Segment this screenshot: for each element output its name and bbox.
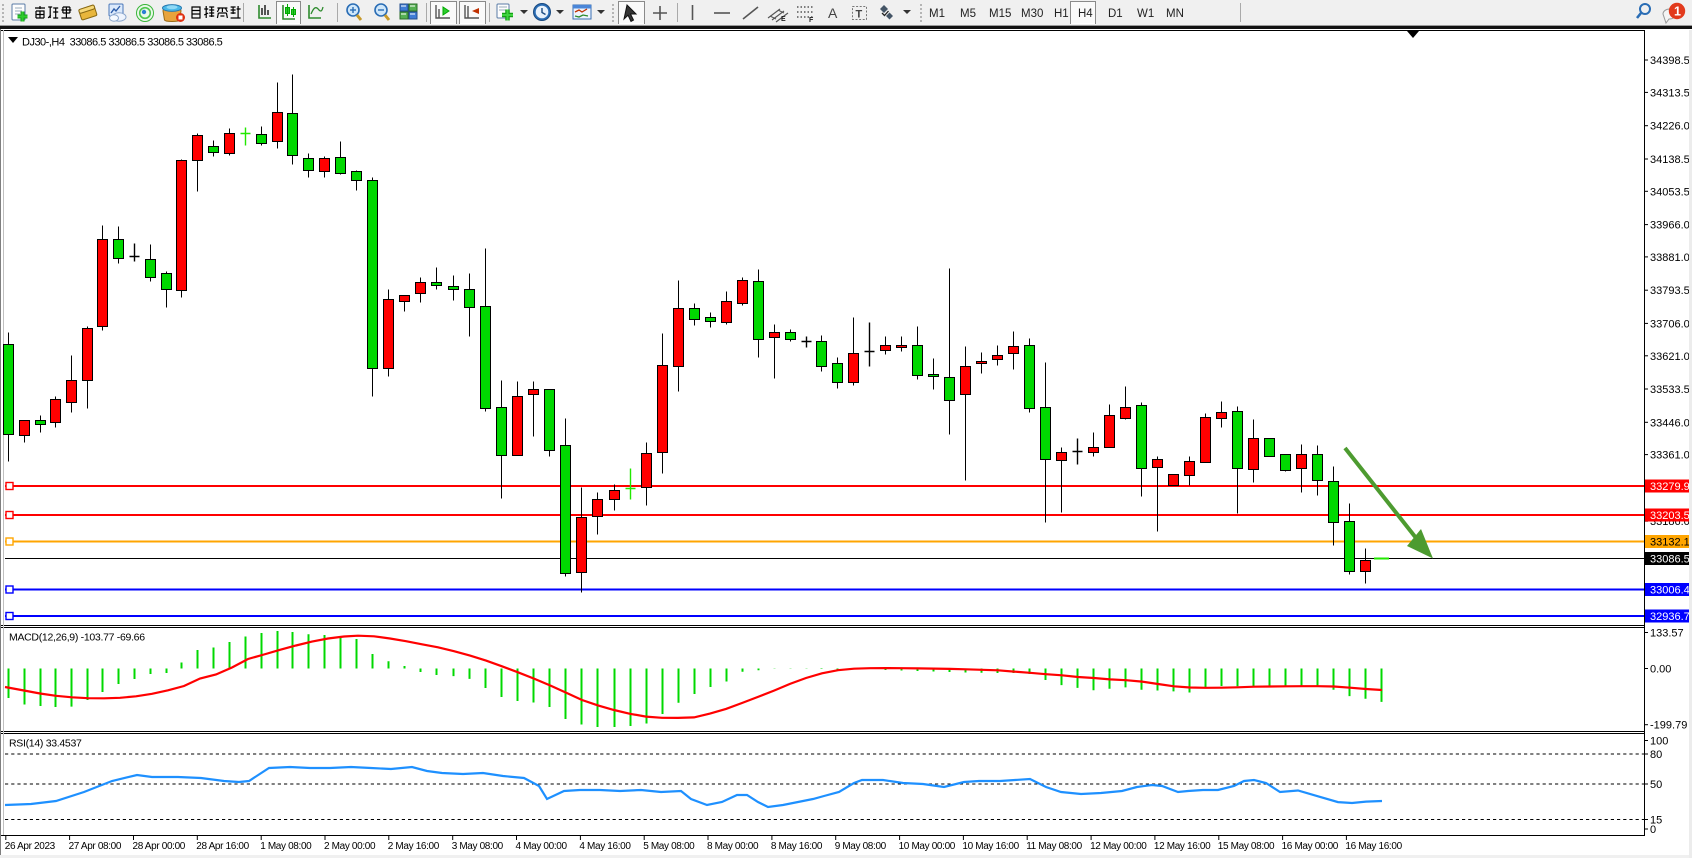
svg-text:33706.0: 33706.0 bbox=[1650, 318, 1690, 330]
svg-text:8 May 00:00: 8 May 00:00 bbox=[707, 841, 759, 852]
svg-text:M1: M1 bbox=[929, 8, 945, 20]
svg-text:H1: H1 bbox=[1054, 8, 1069, 20]
svg-text:50: 50 bbox=[1650, 779, 1662, 791]
svg-text:15 May 08:00: 15 May 08:00 bbox=[1218, 841, 1275, 852]
svg-text:3 May 08:00: 3 May 08:00 bbox=[452, 841, 504, 852]
svg-text:33086.5: 33086.5 bbox=[1650, 554, 1690, 566]
svg-text:16 May 00:00: 16 May 00:00 bbox=[1282, 841, 1339, 852]
svg-text:16 May 16:00: 16 May 16:00 bbox=[1345, 841, 1402, 852]
svg-text:33132.1: 33132.1 bbox=[1650, 537, 1690, 549]
svg-text:0: 0 bbox=[1650, 824, 1656, 836]
svg-text:MACD(12,26,9) -103.77 -69.66: MACD(12,26,9) -103.77 -69.66 bbox=[9, 632, 145, 644]
svg-text:15: 15 bbox=[1650, 815, 1662, 827]
svg-text:28 Apr 00:00: 28 Apr 00:00 bbox=[133, 841, 186, 852]
svg-text:33361.0: 33361.0 bbox=[1650, 450, 1690, 462]
svg-text:10 May 00:00: 10 May 00:00 bbox=[899, 841, 956, 852]
svg-text:D1: D1 bbox=[1108, 8, 1123, 20]
svg-text:100: 100 bbox=[1650, 736, 1668, 748]
svg-text:28 Apr 16:00: 28 Apr 16:00 bbox=[196, 841, 249, 852]
svg-text:RSI(14) 33.4537: RSI(14) 33.4537 bbox=[9, 738, 82, 750]
svg-text:34313.5: 34313.5 bbox=[1650, 87, 1690, 99]
svg-text:33966.0: 33966.0 bbox=[1650, 220, 1690, 232]
svg-text:H4: H4 bbox=[1078, 8, 1093, 20]
svg-text:M15: M15 bbox=[989, 8, 1011, 20]
svg-text:32936.7: 32936.7 bbox=[1650, 611, 1690, 623]
svg-text:2 May 00:00: 2 May 00:00 bbox=[324, 841, 376, 852]
svg-text:W1: W1 bbox=[1137, 8, 1154, 20]
svg-text:33881.0: 33881.0 bbox=[1650, 252, 1690, 264]
svg-text:9 May 08:00: 9 May 08:00 bbox=[835, 841, 887, 852]
svg-text:34053.5: 34053.5 bbox=[1650, 186, 1690, 198]
svg-text:12 May 00:00: 12 May 00:00 bbox=[1090, 841, 1147, 852]
svg-text:8 May 16:00: 8 May 16:00 bbox=[771, 841, 823, 852]
svg-text:F: F bbox=[809, 17, 814, 24]
svg-text:34138.5: 34138.5 bbox=[1650, 154, 1690, 166]
svg-text:33533.5: 33533.5 bbox=[1650, 384, 1690, 396]
svg-text:12 May 16:00: 12 May 16:00 bbox=[1154, 841, 1211, 852]
svg-text:0.00: 0.00 bbox=[1650, 664, 1671, 676]
svg-text:E: E bbox=[781, 16, 786, 23]
svg-text:33006.4: 33006.4 bbox=[1650, 585, 1690, 597]
svg-text:33446.0: 33446.0 bbox=[1650, 417, 1690, 429]
svg-text:DJ30-,H4 33086.5 33086.5 3308: DJ30-,H4 33086.5 33086.5 33086.5 33086.5 bbox=[22, 37, 223, 49]
svg-text:11 May 08:00: 11 May 08:00 bbox=[1026, 841, 1082, 852]
svg-text:A: A bbox=[828, 5, 838, 21]
svg-text:34226.0: 34226.0 bbox=[1650, 121, 1690, 133]
svg-text:1: 1 bbox=[1674, 5, 1681, 19]
svg-text:1 May 08:00: 1 May 08:00 bbox=[260, 841, 312, 852]
svg-text:33203.5: 33203.5 bbox=[1650, 510, 1690, 522]
svg-text:27 Apr 08:00: 27 Apr 08:00 bbox=[69, 841, 122, 852]
svg-text:M30: M30 bbox=[1021, 8, 1043, 20]
svg-text:33793.5: 33793.5 bbox=[1650, 285, 1690, 297]
svg-text:4 May 16:00: 4 May 16:00 bbox=[579, 841, 631, 852]
svg-text:5 May 08:00: 5 May 08:00 bbox=[643, 841, 695, 852]
svg-text:M5: M5 bbox=[960, 8, 976, 20]
svg-text:26 Apr 2023: 26 Apr 2023 bbox=[5, 841, 56, 852]
svg-text:133.57: 133.57 bbox=[1650, 628, 1684, 640]
svg-text:4 May 00:00: 4 May 00:00 bbox=[516, 841, 568, 852]
svg-text:2 May 16:00: 2 May 16:00 bbox=[388, 841, 440, 852]
svg-text:MN: MN bbox=[1166, 8, 1184, 20]
svg-text:80: 80 bbox=[1650, 749, 1662, 761]
svg-text:-199.79: -199.79 bbox=[1650, 720, 1687, 732]
svg-text:10 May 16:00: 10 May 16:00 bbox=[962, 841, 1019, 852]
svg-text:T: T bbox=[856, 9, 863, 21]
svg-text:33279.9: 33279.9 bbox=[1650, 481, 1690, 493]
svg-text:34398.5: 34398.5 bbox=[1650, 55, 1690, 67]
svg-text:33621.0: 33621.0 bbox=[1650, 351, 1690, 363]
